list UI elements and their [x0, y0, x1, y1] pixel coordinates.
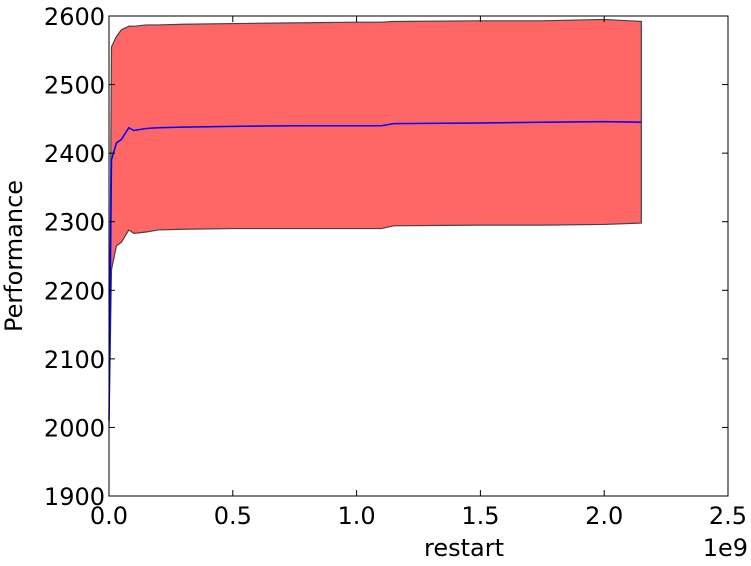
x-tick-label: 0.0 — [90, 502, 128, 530]
y-tick-label: 2400 — [44, 140, 105, 168]
x-tick-label: 1.5 — [461, 502, 499, 530]
x-tick-label: 0.5 — [214, 502, 252, 530]
y-tick-label: 1900 — [44, 483, 105, 511]
y-tick-label: 2600 — [44, 3, 105, 31]
y-tick-label: 2100 — [44, 346, 105, 374]
band-area — [108, 18, 642, 428]
x-tick-label: 2.0 — [585, 502, 623, 530]
y-tick-label: 2500 — [44, 72, 105, 100]
plot-frame — [108, 15, 729, 497]
mean-line — [108, 120, 642, 421]
x-tick-label: 1.0 — [338, 502, 376, 530]
x-offset-label: 1e9 — [703, 534, 748, 562]
y-axis-label: Performance — [0, 180, 28, 332]
y-tick-label: 2300 — [44, 209, 105, 237]
y-tick-label: 2200 — [44, 277, 105, 305]
x-axis-label: restart — [424, 534, 504, 562]
x-tick-label: 2.5 — [709, 502, 747, 530]
y-tick-label: 2000 — [44, 414, 105, 442]
